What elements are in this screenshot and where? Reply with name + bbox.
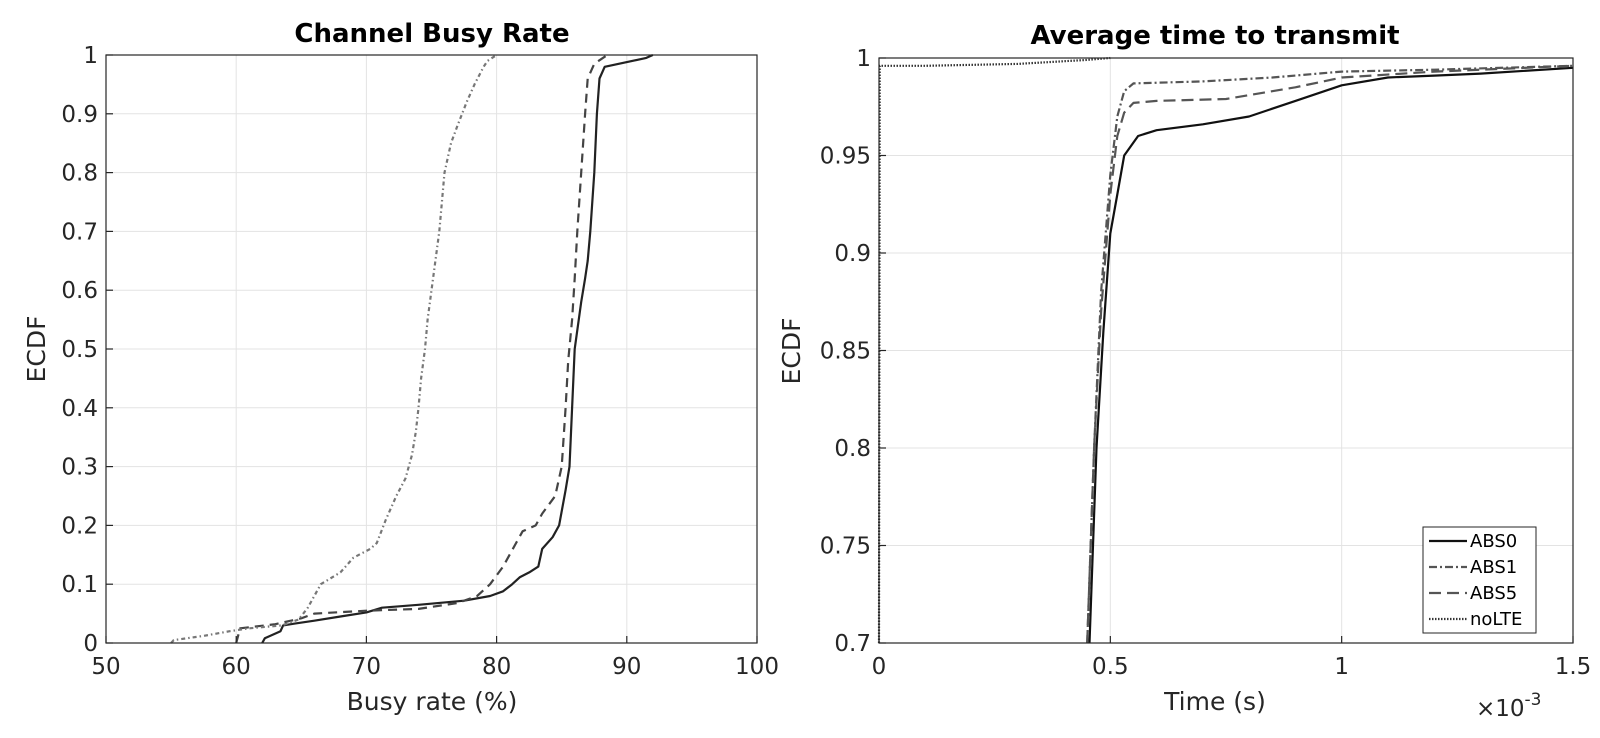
x-axis-label: Busy rate (%)	[347, 687, 518, 716]
series-line-abs5	[1086, 64, 1574, 644]
x-ticks: 0 0.5 1 1.5	[872, 636, 1592, 680]
series-line-2	[235, 54, 608, 644]
legend-label: ABS0	[1470, 531, 1517, 552]
y-tick-label: 0.1	[61, 572, 98, 598]
x-tick-label: 100	[735, 654, 779, 680]
legend-items: ABS0 ABS1 ABS5 noLTE	[1429, 531, 1522, 630]
x-axis-multiplier: ×10-3	[1476, 690, 1542, 722]
y-tick-label: 0	[83, 631, 98, 657]
x-multiplier-exponent: -3	[1525, 690, 1542, 710]
y-tick-label: 1	[856, 46, 871, 72]
y-axis-label: ECDF	[22, 316, 51, 383]
x-tick-label: 1.5	[1555, 654, 1592, 680]
y-tick-label: 0.9	[834, 241, 871, 267]
x-ticks: 50 60 70 80 90 100	[91, 636, 779, 680]
y-tick-label: 0.5	[61, 337, 98, 363]
series-line-3	[170, 54, 498, 644]
legend-label: ABS1	[1470, 557, 1517, 578]
legend-label: noLTE	[1470, 609, 1522, 630]
x-tick-label: 70	[352, 654, 381, 680]
x-tick-label: 60	[222, 654, 251, 680]
x-axis-label: Time (s)	[1163, 687, 1266, 716]
y-ticks: 0.7 0.75 0.8 0.85 0.9 0.95 1	[820, 46, 886, 657]
y-tick-label: 0.7	[61, 219, 98, 245]
legend: ABS0 ABS1 ABS5 noLTE	[1422, 526, 1537, 634]
y-tick-label: 0.2	[61, 513, 98, 539]
y-tick-label: 0.95	[820, 144, 871, 170]
y-tick-label: 0.3	[61, 455, 98, 481]
chart-title: Average time to transmit	[1030, 21, 1399, 51]
legend-box	[1422, 526, 1537, 634]
chart-title: Channel Busy Rate	[294, 19, 569, 49]
y-tick-label: 0.9	[61, 102, 98, 128]
x-tick-label: 50	[91, 654, 120, 680]
chart-average-time-to-transmit: Average time to transmit 0 0.5 1 1.5 0.70.7…	[777, 21, 1591, 722]
y-tick-label: 0.7	[834, 631, 871, 657]
x-tick-label: 90	[612, 654, 641, 680]
y-ticks: 0 0.1 0.2 0.3 0.4 0.5 0.6 0.7 0.8 0.9 1	[61, 43, 113, 657]
legend-label: ABS5	[1470, 583, 1517, 604]
chart-channel-busy-rate: Channel Busy Rate 50 60 70 80 90 100 00.10.20…	[22, 19, 779, 716]
y-axis-label: ECDF	[777, 318, 806, 385]
series-line-1	[261, 53, 654, 644]
y-tick-label: 1	[83, 43, 98, 69]
series-layer	[170, 53, 654, 644]
x-tick-label: 0.5	[1092, 654, 1129, 680]
y-tick-label: 0.85	[820, 339, 871, 365]
y-tick-label: 0.8	[834, 436, 871, 462]
x-tick-label: 1	[1334, 654, 1349, 680]
y-tick-label: 0.8	[61, 161, 98, 187]
y-tick-label: 0.4	[61, 396, 98, 422]
x-tick-label: 0	[872, 654, 887, 680]
y-tick-label: 0.6	[61, 278, 98, 304]
series-line-abs0	[1088, 66, 1574, 644]
x-multiplier-base: ×10	[1476, 696, 1525, 722]
x-tick-label: 80	[482, 654, 511, 680]
y-tick-label: 0.75	[820, 534, 871, 560]
